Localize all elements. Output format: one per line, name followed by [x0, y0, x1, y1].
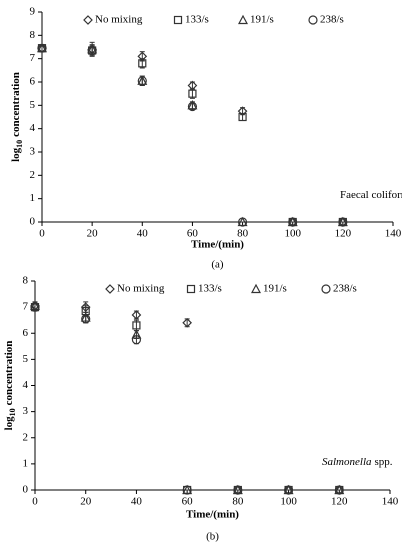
marker-circle: [87, 45, 97, 56]
x-tick-label: 120: [335, 228, 352, 240]
marker-circle: [137, 76, 147, 86]
x-tick-label: 40: [131, 496, 143, 508]
y-axis-label-part: log: [10, 147, 22, 162]
x-tick-label: 0: [32, 496, 38, 508]
y-axis-label-part: 10: [8, 408, 17, 416]
legend-label: 238/s: [333, 283, 357, 295]
y-axis-label-part: concentration: [10, 72, 22, 137]
marker-circle: [182, 485, 192, 495]
x-tick-label: 140: [385, 228, 402, 240]
annotation: Salmonella spp.: [322, 456, 393, 468]
annotation-part: spp.: [375, 456, 393, 468]
y-tick-label: 4: [23, 379, 29, 391]
y-tick-label: 6: [30, 76, 36, 88]
marker-circle: [30, 302, 40, 312]
x-tick-label: 80: [232, 496, 244, 508]
y-tick-label: 0: [30, 216, 36, 228]
y-tick-label: 9: [30, 6, 36, 18]
marker-square: [132, 321, 141, 330]
legend-marker: [83, 15, 93, 25]
x-tick-label: 40: [137, 228, 149, 240]
marker-diamond: [182, 317, 192, 328]
marker-circle: [334, 485, 344, 495]
x-tick-label: 120: [331, 496, 348, 508]
y-axis-label: log10 concentration: [3, 341, 18, 431]
annotation: Faecal coliform: [340, 189, 402, 201]
y-axis-label-part: 10: [15, 140, 24, 148]
legend-label: 238/s: [320, 14, 344, 26]
marker-circle: [131, 335, 142, 345]
y-tick-label: 5: [30, 99, 36, 111]
legend-marker: [251, 283, 261, 294]
legend-marker: [308, 15, 318, 25]
y-tick-label: 3: [30, 146, 36, 158]
y-tick-label: 2: [23, 431, 29, 443]
annotation-part: Salmonella: [322, 456, 372, 468]
marker-circle: [237, 217, 248, 227]
y-tick-label: 8: [23, 275, 29, 287]
x-tick-label: 80: [237, 228, 249, 240]
y-tick-label: 0: [23, 484, 29, 496]
x-tick-label: 100: [280, 496, 297, 508]
x-tick-label: 60: [187, 228, 199, 240]
legend-label: 133/s: [185, 14, 209, 26]
y-tick-label: 4: [30, 122, 36, 134]
marker-circle: [288, 217, 298, 227]
x-tick-label: 60: [182, 496, 194, 508]
marker-square: [188, 89, 197, 98]
y-tick-label: 3: [23, 405, 29, 417]
marker-circle: [338, 217, 348, 227]
marker-circle: [187, 101, 198, 112]
legend-label: No mixing: [117, 283, 165, 295]
marker-diamond: [131, 310, 142, 320]
y-tick-label: 8: [30, 29, 36, 41]
marker-square: [138, 59, 147, 68]
marker-diamond: [187, 80, 198, 91]
y-tick-label: 5: [23, 353, 29, 365]
x-tick-label: 0: [39, 228, 45, 240]
x-tick-label: 100: [284, 228, 301, 240]
y-axis-label-part: concentration: [3, 341, 15, 406]
x-axis-label: Time/(min): [186, 509, 239, 521]
legend-label: No mixing: [95, 14, 143, 26]
marker-square: [238, 112, 247, 122]
legend-marker: [321, 284, 331, 294]
marker-circle: [233, 485, 243, 495]
marker-circle: [81, 314, 91, 324]
x-axis-label: Time/(min): [191, 239, 244, 251]
marker-circle: [37, 43, 47, 53]
caption: (a): [211, 259, 224, 271]
legend-label: 191/s: [250, 14, 274, 26]
x-tick-label: 20: [87, 228, 99, 240]
legend-marker: [238, 14, 248, 25]
y-tick-label: 2: [30, 169, 36, 181]
x-tick-label: 20: [80, 496, 92, 508]
caption: (b): [206, 531, 219, 543]
legend-label: 191/s: [263, 283, 287, 295]
y-tick-label: 7: [30, 52, 36, 64]
y-axis-label: log10 concentration: [10, 72, 25, 162]
y-axis-label-part: log: [3, 416, 15, 431]
legend-marker: [173, 15, 183, 25]
legend-label: 133/s: [198, 283, 222, 295]
legend-marker: [186, 284, 196, 294]
y-tick-label: 1: [23, 457, 29, 469]
x-tick-label: 140: [382, 496, 399, 508]
legend-marker: [105, 284, 115, 294]
marker-circle: [283, 485, 294, 495]
y-tick-label: 6: [23, 327, 29, 339]
annotation-part: Faecal coliform: [340, 189, 402, 201]
y-tick-label: 1: [30, 192, 36, 204]
y-tick-label: 7: [23, 301, 29, 313]
